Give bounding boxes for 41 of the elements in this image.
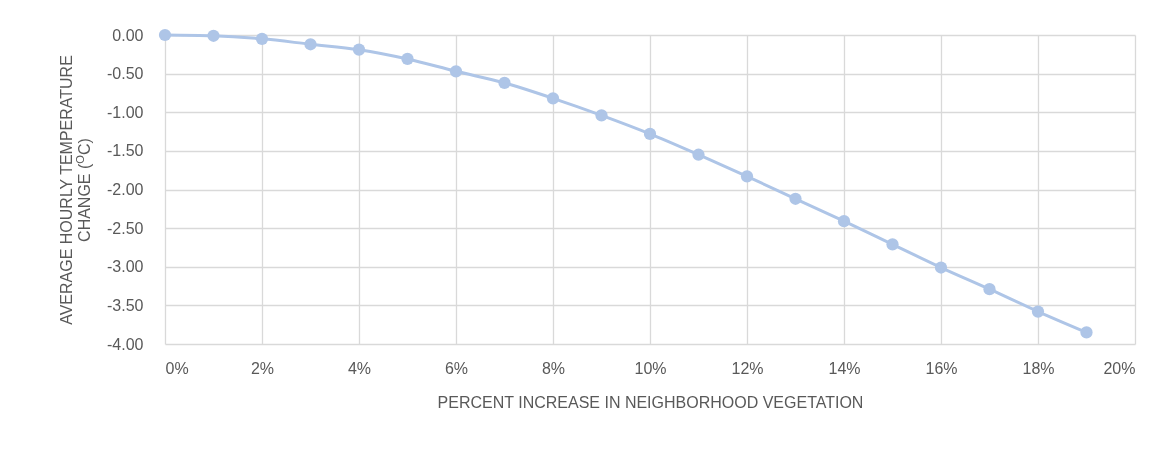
point — [352, 43, 366, 56]
y-tick-label: -3.50 — [107, 296, 144, 314]
point — [158, 28, 172, 42]
point — [304, 38, 317, 51]
y-tick-label: -0.50 — [107, 65, 144, 83]
y-tick-label: -2.50 — [107, 219, 144, 237]
y-tick-label: -1.00 — [107, 103, 144, 121]
x-tick-label: 14% — [828, 359, 861, 377]
point — [207, 29, 220, 42]
y-tick-label: -4.00 — [107, 335, 144, 353]
x-tick-label: 6% — [444, 359, 469, 377]
point — [886, 238, 899, 251]
x-tick-label: 18% — [1022, 359, 1055, 377]
point — [401, 52, 414, 66]
point — [1031, 305, 1045, 318]
point — [837, 215, 851, 228]
x-tick-label: 0% — [165, 359, 189, 377]
point — [255, 32, 269, 45]
point — [595, 109, 608, 122]
point — [1080, 326, 1093, 339]
x-tick-label: 10% — [634, 359, 667, 377]
point — [498, 76, 511, 90]
point — [546, 92, 560, 105]
x-tick-label: 2% — [250, 359, 275, 377]
x-tick-label: 20% — [1103, 359, 1136, 377]
y-tick-label: -2.00 — [107, 181, 144, 198]
x-tick-label: 16% — [925, 359, 958, 377]
point — [934, 261, 948, 274]
point — [789, 192, 802, 205]
point — [692, 148, 705, 161]
x-tick-label: 8% — [541, 359, 566, 377]
x-axis-title: PERCENT INCREASE IN NEIGHBORHOOD VEGETATION — [437, 393, 864, 411]
point — [643, 127, 657, 140]
y-tick-label: -1.50 — [107, 142, 144, 160]
x-tick-label: 12% — [731, 359, 764, 377]
point — [740, 170, 754, 183]
point — [449, 65, 463, 78]
y-tick-label: -3.00 — [107, 258, 144, 276]
point — [983, 283, 996, 296]
y-tick-label: 0.00 — [112, 26, 144, 44]
x-tick-label: 4% — [347, 359, 372, 377]
